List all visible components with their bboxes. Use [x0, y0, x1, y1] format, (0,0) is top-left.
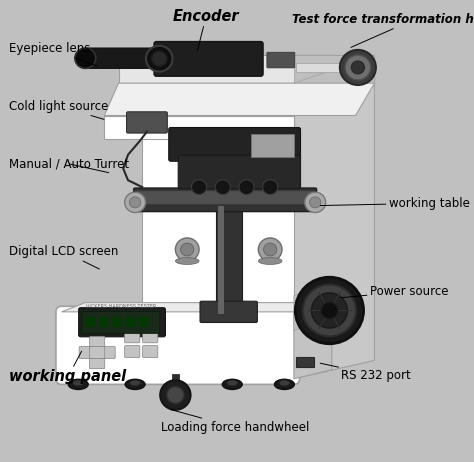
FancyBboxPatch shape [169, 128, 301, 161]
Bar [251, 134, 294, 157]
Text: Loading force handwheel: Loading force handwheel [161, 410, 310, 434]
Circle shape [311, 293, 347, 328]
Ellipse shape [227, 380, 237, 386]
Polygon shape [62, 303, 332, 312]
Circle shape [351, 61, 365, 74]
Polygon shape [294, 303, 332, 379]
FancyBboxPatch shape [100, 346, 115, 359]
Bar [218, 206, 224, 314]
Ellipse shape [222, 379, 242, 389]
FancyBboxPatch shape [154, 42, 263, 76]
Ellipse shape [73, 380, 83, 386]
Ellipse shape [258, 258, 282, 264]
Circle shape [191, 180, 207, 195]
Polygon shape [294, 55, 374, 379]
Bar [100, 317, 109, 327]
Ellipse shape [175, 258, 199, 264]
Text: Eyepiece lens: Eyepiece lens [9, 42, 97, 66]
Text: RS 232 port: RS 232 port [320, 363, 411, 382]
Circle shape [310, 197, 321, 208]
FancyBboxPatch shape [79, 346, 94, 359]
Circle shape [160, 380, 191, 410]
Ellipse shape [130, 380, 140, 386]
Ellipse shape [279, 380, 290, 386]
Polygon shape [142, 55, 294, 379]
Circle shape [295, 277, 364, 344]
Text: Digital LCD screen: Digital LCD screen [9, 245, 119, 269]
Ellipse shape [125, 379, 145, 389]
FancyBboxPatch shape [178, 155, 301, 189]
Bar [172, 374, 179, 390]
Circle shape [263, 180, 278, 195]
Ellipse shape [68, 379, 88, 389]
Bar [113, 317, 122, 327]
FancyBboxPatch shape [90, 357, 105, 369]
FancyBboxPatch shape [200, 301, 257, 322]
Bar [139, 317, 149, 327]
Text: Manual / Auto Turret: Manual / Auto Turret [9, 158, 129, 173]
Circle shape [181, 243, 194, 256]
Bar [86, 317, 96, 327]
FancyBboxPatch shape [125, 346, 140, 358]
Circle shape [305, 192, 326, 213]
Polygon shape [294, 291, 310, 330]
Circle shape [303, 285, 356, 336]
Bar [296, 63, 363, 72]
Circle shape [258, 238, 282, 261]
Circle shape [125, 192, 146, 213]
Circle shape [321, 302, 338, 319]
Bar [296, 357, 314, 367]
Circle shape [129, 197, 141, 208]
Polygon shape [118, 55, 374, 83]
Circle shape [345, 55, 371, 80]
FancyBboxPatch shape [143, 331, 158, 343]
Text: Power source: Power source [342, 285, 448, 298]
FancyBboxPatch shape [90, 346, 105, 359]
Bar [126, 317, 136, 327]
FancyBboxPatch shape [267, 52, 295, 68]
Circle shape [264, 243, 277, 256]
Polygon shape [294, 55, 374, 83]
Text: Cold light source: Cold light source [9, 100, 109, 119]
FancyBboxPatch shape [84, 48, 160, 68]
Text: Test force transformation handwheel: Test force transformation handwheel [292, 13, 474, 48]
Circle shape [146, 46, 173, 72]
FancyBboxPatch shape [82, 311, 160, 334]
FancyBboxPatch shape [125, 331, 140, 343]
Circle shape [215, 180, 230, 195]
Text: Encoder: Encoder [173, 9, 239, 50]
Circle shape [152, 51, 167, 66]
FancyBboxPatch shape [127, 112, 167, 133]
Circle shape [340, 50, 376, 85]
FancyBboxPatch shape [137, 191, 314, 204]
Circle shape [167, 387, 184, 403]
FancyBboxPatch shape [134, 188, 317, 212]
Bar [216, 206, 242, 314]
Polygon shape [104, 83, 374, 116]
Circle shape [175, 238, 199, 261]
Circle shape [239, 180, 254, 195]
FancyBboxPatch shape [79, 308, 165, 337]
Circle shape [75, 48, 96, 68]
FancyBboxPatch shape [90, 336, 105, 348]
Text: working table: working table [320, 197, 470, 210]
Text: VICKERS HARDNESS TESTER: VICKERS HARDNESS TESTER [86, 304, 156, 309]
Polygon shape [104, 116, 294, 139]
FancyBboxPatch shape [56, 306, 300, 384]
Ellipse shape [274, 379, 294, 389]
Polygon shape [294, 55, 374, 116]
FancyBboxPatch shape [143, 346, 158, 358]
Text: working panel: working panel [9, 351, 127, 384]
